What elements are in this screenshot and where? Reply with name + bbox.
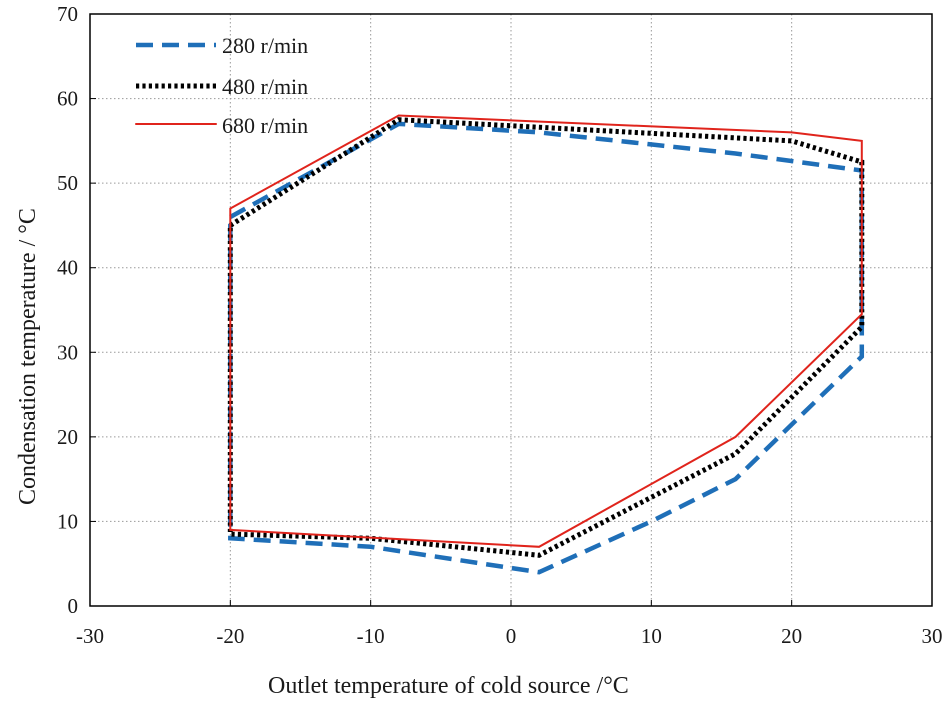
grid-lines bbox=[90, 14, 932, 606]
x-tick-label: -20 bbox=[216, 624, 244, 648]
y-tick-label: 20 bbox=[57, 425, 78, 449]
x-tick-label: 20 bbox=[781, 624, 802, 648]
x-axis-title-text: Outlet temperature of cold source / bbox=[268, 673, 604, 699]
y-tick-label: 60 bbox=[57, 87, 78, 111]
y-axis-unit: °C bbox=[15, 208, 41, 234]
x-tick-label: 10 bbox=[641, 624, 662, 648]
y-tick-label: 0 bbox=[68, 594, 79, 618]
y-tick-label: 10 bbox=[57, 509, 78, 533]
series-layer bbox=[227, 114, 865, 575]
y-axis-title-text: Condensation temperature / bbox=[15, 239, 41, 505]
x-tick-label: -10 bbox=[357, 624, 385, 648]
y-tick-label: 30 bbox=[57, 340, 78, 364]
legend-label-480: 480 r/min bbox=[222, 74, 308, 99]
x-tick-label: -30 bbox=[76, 624, 104, 648]
series-line-480 bbox=[227, 117, 865, 558]
series-line-680 bbox=[229, 114, 863, 548]
x-axis-unit: °C bbox=[603, 673, 629, 699]
x-tick-label: 30 bbox=[922, 624, 943, 648]
y-axis-title: Condensation temperature / °C bbox=[15, 208, 41, 505]
x-tick-label: 0 bbox=[506, 624, 517, 648]
y-tick-label: 70 bbox=[57, 2, 78, 26]
y-tick-label: 40 bbox=[57, 256, 78, 280]
ticks: -30 -20 -10 0 10 20 30 0 10 20 30 40 50 60 70 bbox=[57, 2, 943, 648]
legend: 280 r/min 480 r/min 680 r/min bbox=[135, 33, 308, 138]
legend-label-680: 680 r/min bbox=[222, 113, 308, 138]
y-tick-label: 50 bbox=[57, 171, 78, 195]
x-axis-title: Outlet temperature of cold source /°C bbox=[268, 673, 629, 699]
legend-label-280: 280 r/min bbox=[222, 33, 308, 58]
series-line-280 bbox=[228, 121, 865, 575]
